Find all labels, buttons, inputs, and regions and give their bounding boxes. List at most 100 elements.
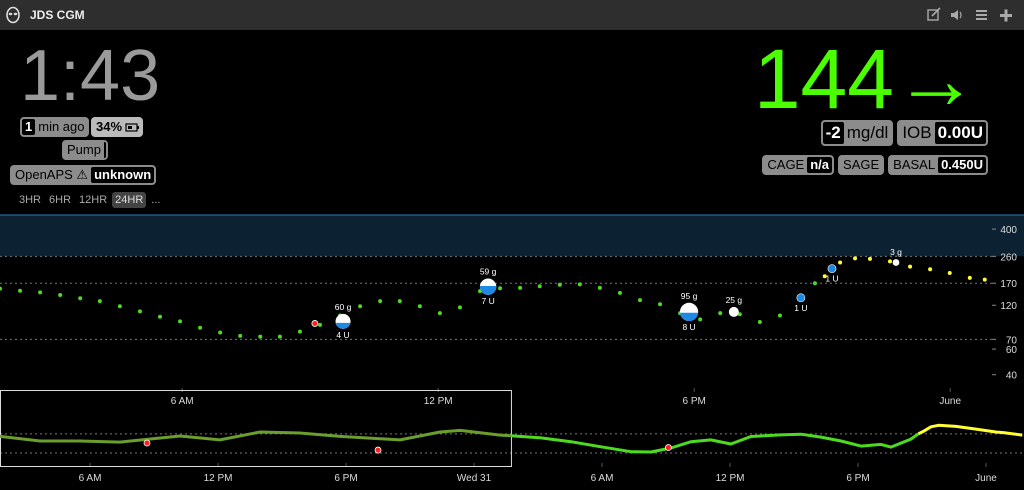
- x-tick-label: June: [975, 473, 997, 484]
- carbs-mark: [892, 259, 900, 266]
- openaps-label: OpenAPS ⚠: [15, 167, 89, 182]
- glucose-line: [511, 434, 1022, 452]
- range-button[interactable]: 12HR: [79, 194, 108, 206]
- high-band: [0, 215, 1024, 257]
- y-tick-label: 120: [1000, 301, 1017, 312]
- insulin-mark: [679, 312, 699, 322]
- add-button[interactable]: [1000, 9, 1012, 22]
- bg-details: -2 mg/dl IOB 0.00U: [820, 120, 988, 146]
- insulin-outline: [796, 293, 806, 303]
- menu-button[interactable]: [976, 10, 987, 20]
- glucose-point: [238, 333, 243, 338]
- treatment[interactable]: 59 g 7 U: [480, 266, 497, 305]
- glucose-point: [318, 322, 322, 327]
- brush-selection[interactable]: [0, 390, 512, 467]
- glucose-point: [437, 311, 442, 316]
- delta-pill: -2 mg/dl: [820, 120, 894, 146]
- insulin-outline: [827, 264, 837, 274]
- meter-reading: [664, 444, 672, 451]
- carbs-mark: [728, 306, 739, 317]
- treatment[interactable]: 1 U: [794, 293, 807, 313]
- delta: -2: [822, 122, 844, 144]
- glucose-point: [577, 282, 582, 287]
- treatment[interactable]: 3 g: [890, 247, 902, 266]
- clock: 1:43: [20, 36, 161, 116]
- glucose-point: [417, 304, 422, 309]
- insulin-label: 1 U: [825, 274, 838, 284]
- x-tick-label: 6 PM: [683, 396, 706, 407]
- x-tick-label: 6 AM: [171, 396, 194, 407]
- glucose-point: [277, 334, 282, 339]
- glucose-point: [812, 281, 817, 286]
- treatment[interactable]: 60 g 4 U: [335, 302, 352, 340]
- current-bg: 144→: [754, 34, 978, 124]
- glucose-point: [982, 277, 987, 282]
- glucose-line: [917, 423, 1023, 437]
- glucose-point: [617, 290, 622, 295]
- glucose-point: [297, 329, 302, 334]
- range-button[interactable]: 24HR: [112, 192, 147, 208]
- site-title: JDS CGM: [30, 8, 85, 22]
- glucose-point: [78, 296, 83, 301]
- pump-pill[interactable]: Pump: [62, 140, 108, 160]
- glucose-point: [518, 285, 523, 290]
- glucose-point: [557, 282, 562, 287]
- volume-button[interactable]: [951, 10, 962, 20]
- cage-pill: CAGE n/a: [762, 155, 835, 175]
- treatment[interactable]: 1 U: [825, 264, 839, 284]
- range-button[interactable]: ...: [151, 194, 161, 206]
- meter-reading: [143, 439, 151, 447]
- glucose-point: [198, 325, 203, 330]
- range-selector: 3HR 6HR 12HR 24HR...: [16, 192, 163, 208]
- glucose-point: [457, 305, 462, 310]
- minutes-ago: 1: [22, 119, 36, 135]
- treatment[interactable]: 95 g 8 U: [679, 291, 699, 332]
- carbs-label: 95 g: [681, 291, 698, 301]
- meter-reading: [311, 320, 319, 327]
- glucose-point: [947, 270, 952, 275]
- glucose-point: [97, 299, 102, 304]
- battery-icon: [125, 123, 140, 132]
- device-details: CAGE n/a SAGE BASAL 0.450U: [762, 155, 988, 175]
- glucose-point: [158, 314, 162, 319]
- openaps-pill[interactable]: OpenAPS ⚠ unknown: [10, 165, 157, 185]
- glucose-line: [0, 428, 511, 444]
- x-tick-label: 6 PM: [334, 473, 357, 484]
- iob: 0.00U: [934, 122, 986, 144]
- carbs-label: 25 g: [726, 295, 743, 305]
- x-tick-label: 6 AM: [79, 473, 102, 484]
- insulin-mark: [479, 285, 497, 295]
- bg-value: 144: [753, 32, 894, 126]
- edit-button[interactable]: [927, 7, 941, 21]
- basal-label: BASAL: [893, 157, 936, 172]
- trend-arrow: →: [894, 32, 978, 126]
- range-button[interactable]: 3HR: [19, 194, 42, 206]
- glucose-point: [853, 256, 858, 261]
- y-tick-label: 70: [1006, 335, 1018, 346]
- treatment[interactable]: 25 g: [726, 295, 743, 317]
- glucose-point: [498, 286, 503, 291]
- basal-pill: BASAL 0.450U: [888, 155, 988, 175]
- glucose-point: [777, 313, 782, 318]
- y-tick-label: 60: [1006, 345, 1018, 356]
- range-button[interactable]: 6HR: [49, 194, 72, 206]
- x-tick-label: 12 PM: [716, 473, 745, 484]
- glucose-point: [358, 304, 363, 309]
- glucose-point: [838, 260, 843, 265]
- openaps-status: unknown: [91, 167, 155, 183]
- insulin-mark: [335, 322, 351, 329]
- x-tick-label: 12 PM: [424, 396, 453, 407]
- x-tick-label: Wed 31: [457, 473, 492, 484]
- glucose-point: [888, 259, 893, 264]
- y-tick-label: 40: [1006, 371, 1018, 382]
- carbs-label: 60 g: [335, 302, 352, 312]
- y-tick-label: 260: [1000, 252, 1017, 263]
- x-tick-label: June: [939, 396, 961, 407]
- glucose-point: [718, 311, 723, 316]
- battery-level: 34%: [96, 119, 123, 134]
- glucose-point: [822, 274, 827, 279]
- insulin-label: 4 U: [336, 330, 349, 340]
- glucose-point: [867, 256, 872, 261]
- carbs-label: 59 g: [480, 266, 497, 276]
